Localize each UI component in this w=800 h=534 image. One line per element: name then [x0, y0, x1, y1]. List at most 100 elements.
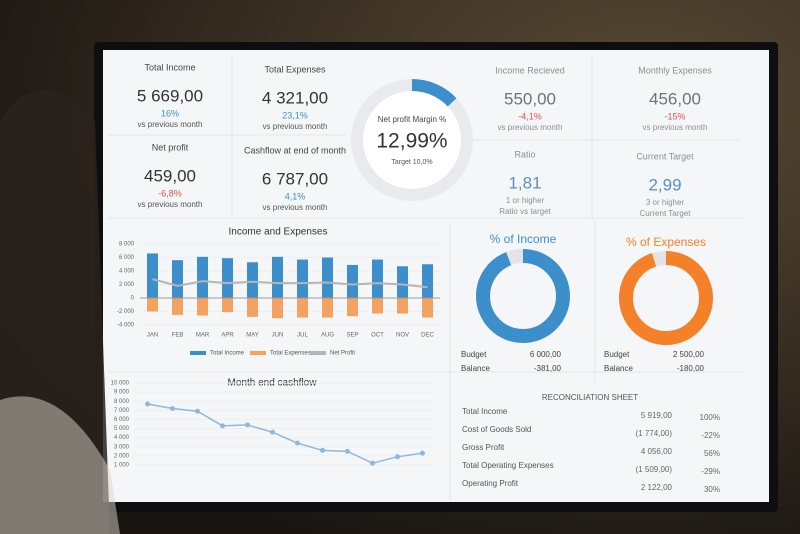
- kpi-label: Total Expenses: [264, 64, 326, 74]
- table-cell: 4 056,00: [641, 447, 673, 456]
- kpi-note: Ratio vs target: [499, 207, 551, 216]
- kpi-label: Cashflow at end of month: [244, 145, 346, 155]
- point: [170, 406, 175, 412]
- kpi-note: vs previous month: [138, 200, 203, 209]
- chart-title: Income and Expenses: [229, 227, 328, 238]
- row-label: Balance: [461, 364, 490, 373]
- row-value: 6 000,00: [530, 350, 562, 359]
- kpi-label: Monthly Expenses: [638, 65, 712, 75]
- point: [370, 460, 375, 466]
- bar: [347, 298, 358, 317]
- bar: [147, 298, 158, 312]
- y-tick-label: 4 000: [119, 269, 135, 275]
- bar: [247, 298, 258, 317]
- y-tick-label: 5 000: [114, 426, 130, 432]
- chart-title: % of Expenses: [626, 235, 706, 249]
- kpi-label: Current Target: [636, 151, 694, 161]
- y-tick-label: 3 000: [114, 444, 130, 450]
- table-cell: Operating Profit: [462, 479, 519, 488]
- table-cell: Cost of Goods Sold: [462, 425, 531, 434]
- x-tick-label: AUG: [321, 333, 334, 339]
- kpi-note: vs previous month: [263, 203, 328, 212]
- gauge-value: 12,99%: [376, 130, 447, 153]
- bar: [322, 298, 333, 318]
- y-tick-label: 4 000: [114, 435, 130, 441]
- x-tick-label: JUN: [272, 333, 284, 339]
- point: [395, 454, 400, 460]
- kpi-change: -15%: [664, 111, 685, 121]
- bar: [422, 298, 433, 318]
- panel-dividers: [108, 55, 745, 500]
- point: [320, 447, 325, 453]
- bar: [272, 298, 283, 319]
- person-shoulder: [0, 396, 120, 534]
- gauge-arc: [351, 79, 473, 201]
- bar: [147, 253, 158, 298]
- x-tick-label: JAN: [147, 333, 158, 339]
- bar: [197, 256, 208, 298]
- table-cell: Total Income: [462, 407, 508, 416]
- y-tick-label: 0: [131, 296, 135, 302]
- table-cell: -22%: [701, 431, 720, 440]
- table-cell: Total Operating Expenses: [462, 461, 554, 470]
- point: [145, 401, 150, 407]
- table-cell: (1 774,00): [636, 429, 673, 438]
- x-tick-label: JUL: [297, 333, 308, 339]
- y-tick-label: 9 000: [114, 390, 130, 396]
- kpi-note: 3 or higher: [646, 198, 685, 207]
- x-tick-label: MAY: [246, 333, 259, 339]
- kpi-note: vs previous month: [263, 122, 328, 131]
- kpi-note: vs previous month: [643, 123, 708, 132]
- y-tick-label: 8 000: [114, 399, 130, 405]
- point: [195, 408, 200, 414]
- bar: [322, 257, 333, 298]
- kpi-value: 456,00: [649, 89, 701, 108]
- bar: [397, 266, 408, 298]
- bar: [372, 298, 383, 314]
- bar: [222, 298, 233, 313]
- kpi-change: 23,1%: [282, 110, 308, 120]
- bar: [372, 259, 383, 298]
- kpi-change: -6,8%: [158, 188, 182, 198]
- kpi-value: 1,81: [508, 173, 541, 192]
- bar: [197, 298, 208, 316]
- bar: [272, 256, 283, 298]
- kpi-label: Ratio: [514, 149, 535, 159]
- row-label: Budget: [604, 350, 630, 359]
- legend-label: Net Profit: [330, 351, 355, 357]
- kpi-value: 2,99: [648, 175, 681, 194]
- x-tick-label: DEC: [421, 333, 434, 339]
- table-title: RECONCILIATION SHEET: [542, 393, 638, 402]
- table-cell: (1 509,00): [636, 465, 673, 474]
- kpi-note: 1 or higher: [506, 196, 545, 205]
- point: [220, 423, 225, 429]
- point: [345, 448, 350, 454]
- kpi-note: Current Target: [640, 209, 692, 218]
- y-tick-label: 8 000: [119, 242, 135, 248]
- point: [270, 429, 275, 435]
- x-tick-label: APR: [221, 333, 234, 339]
- kpi-value: 5 669,00: [137, 86, 203, 105]
- bar: [297, 298, 308, 318]
- x-tick-label: OCT: [371, 333, 384, 339]
- row-value: -381,00: [534, 364, 562, 373]
- point: [295, 440, 300, 446]
- legend-swatch: [190, 351, 206, 355]
- row-label: Balance: [604, 364, 633, 373]
- table-cell: 100%: [700, 413, 720, 422]
- table-cell: 2 122,00: [641, 483, 673, 492]
- line: [147, 403, 423, 464]
- bar: [247, 262, 258, 298]
- y-tick-label: 2 000: [119, 282, 135, 288]
- point: [420, 450, 425, 456]
- y-tick-label: 10 000: [111, 381, 130, 387]
- x-tick-label: SEP: [346, 333, 358, 339]
- kpi-note: vs previous month: [498, 123, 563, 132]
- point: [245, 422, 250, 428]
- legend-swatch: [250, 351, 266, 355]
- legend-label: Total Expenses: [270, 351, 311, 357]
- bar: [422, 264, 433, 298]
- bar: [222, 258, 233, 298]
